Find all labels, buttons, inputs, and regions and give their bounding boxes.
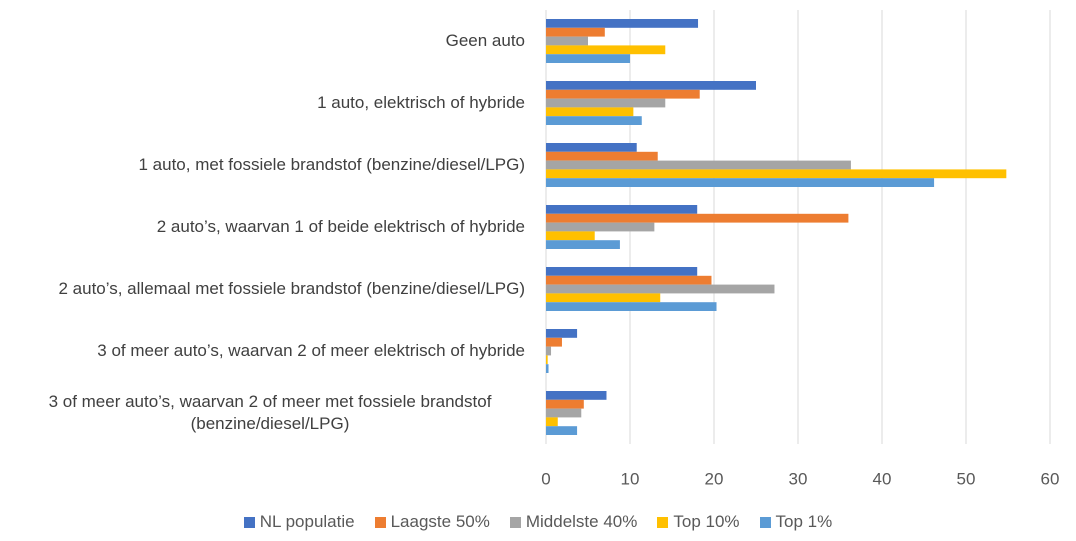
bar: [546, 399, 584, 409]
bar: [546, 417, 558, 427]
category-label: 2 auto’s, allemaal met fossiele brandsto…: [58, 279, 526, 298]
legend-item: Middelste 40%: [509, 512, 638, 532]
bar: [546, 293, 661, 303]
category-label: 3 of meer auto’s, waarvan 2 of meer elek…: [97, 341, 525, 360]
category-label: Geen auto: [445, 31, 525, 50]
category-label: 1 auto, met fossiele brandstof (benzine/…: [138, 155, 526, 174]
bar: [546, 267, 698, 276]
category-label-box: 1 auto, elektrisch of hybride: [15, 92, 525, 114]
bar: [546, 54, 630, 63]
bar: [546, 364, 549, 373]
bar: [546, 81, 756, 90]
x-tick-label: 30: [789, 469, 808, 488]
legend-label: Top 1%: [775, 512, 833, 531]
legend-label: Top 10%: [673, 512, 740, 531]
x-tick-label: 10: [621, 469, 640, 488]
bar: [546, 213, 849, 223]
bar: [546, 151, 658, 161]
bar: [546, 45, 666, 55]
category-label-box: 1 auto, met fossiele brandstof (benzine/…: [15, 154, 526, 176]
legend-swatch: [759, 516, 771, 528]
bar: [546, 346, 552, 356]
x-tick-label: 40: [873, 469, 892, 488]
bar: [546, 284, 775, 294]
bar: [546, 36, 588, 46]
x-tick-label: 50: [957, 469, 976, 488]
bar: [546, 89, 700, 99]
bar: [546, 107, 634, 117]
bar: [546, 160, 851, 170]
legend-item: Top 10%: [657, 512, 740, 532]
legend-swatch: [243, 516, 255, 528]
bar: [546, 27, 605, 37]
x-tick-label: 60: [1041, 469, 1060, 488]
legend-item: NL populatie: [243, 512, 355, 532]
bar: [546, 329, 578, 338]
bar: [546, 355, 548, 365]
x-tick-label: 20: [705, 469, 724, 488]
legend-swatch: [657, 516, 669, 528]
bar: [546, 391, 607, 400]
legend-item: Top 1%: [759, 512, 833, 532]
x-tick-label: 0: [541, 469, 550, 488]
bar: [546, 240, 620, 249]
legend-label: NL populatie: [259, 512, 355, 531]
bar: [546, 426, 578, 435]
legend-item: Laagste 50%: [374, 512, 490, 532]
category-label: 3 of meer auto’s, waarvan 2 of meer met …: [48, 392, 492, 433]
bar: [546, 116, 642, 125]
category-label-box: Geen auto: [15, 30, 525, 52]
bar: [546, 205, 698, 214]
category-label: 2 auto’s, waarvan 1 of beide elektrisch …: [156, 217, 525, 236]
category-label-box: 2 auto’s, waarvan 1 of beide elektrisch …: [15, 216, 525, 238]
bar: [546, 143, 637, 152]
bar: [546, 231, 595, 241]
category-label-box: 3 of meer auto’s, waarvan 2 of meer met …: [15, 391, 525, 435]
legend-label: Middelste 40%: [525, 512, 638, 531]
bar: [546, 408, 582, 418]
category-label-box: 3 of meer auto’s, waarvan 2 of meer elek…: [15, 340, 525, 362]
bar: [546, 222, 655, 232]
bar: [546, 169, 1007, 179]
bar: [546, 337, 562, 347]
legend-label: Laagste 50%: [390, 512, 490, 531]
legend-swatch: [509, 516, 521, 528]
bar: [546, 98, 666, 108]
bar: [546, 19, 699, 28]
category-label: 1 auto, elektrisch of hybride: [317, 93, 525, 112]
bar: [546, 275, 712, 285]
legend-swatch: [374, 516, 386, 528]
legend: NL populatie Laagste 50% Middelste 40% Top …: [0, 512, 1076, 532]
bar: [546, 302, 717, 311]
bar: [546, 178, 935, 187]
category-label-box: 2 auto’s, allemaal met fossiele brandsto…: [15, 278, 526, 300]
